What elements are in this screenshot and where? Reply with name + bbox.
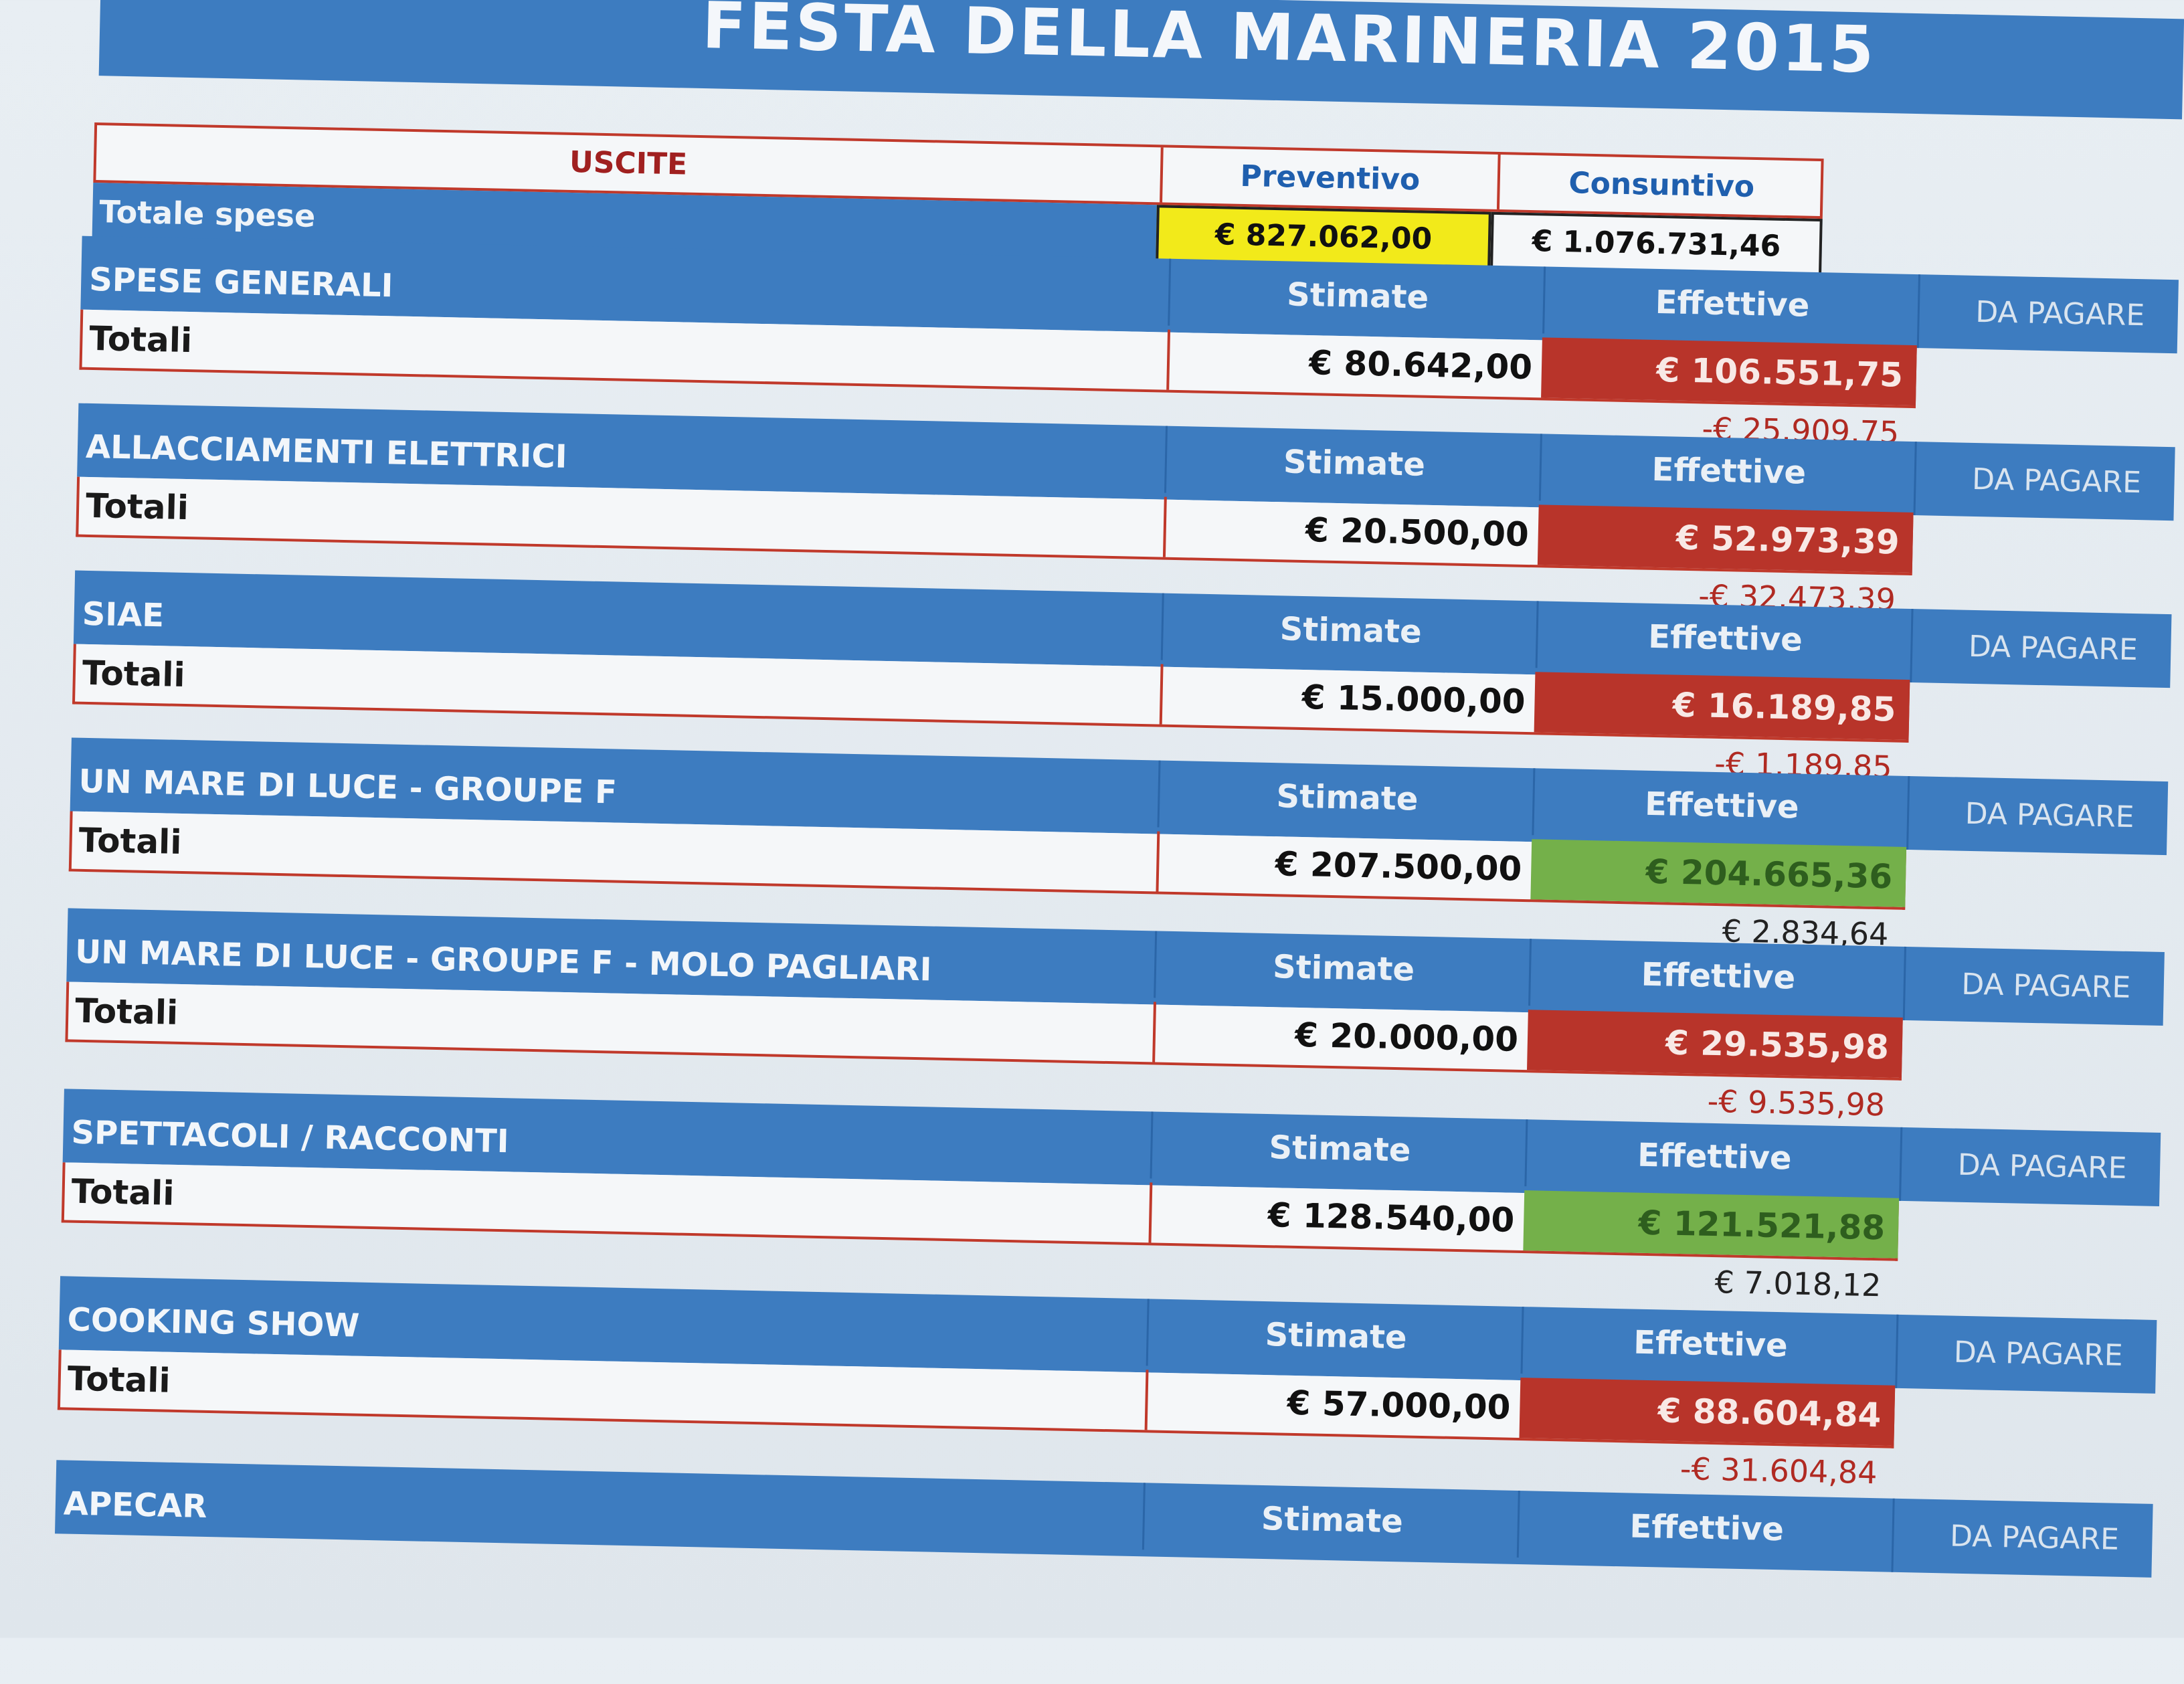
totali-label: Totali	[85, 486, 189, 528]
effettive-header: Effettive	[1516, 1491, 1895, 1566]
effettive-value: € 88.604,84	[1519, 1378, 1896, 1446]
stimate-header: Stimate	[1154, 931, 1532, 1006]
effettive-value: € 204.665,36	[1530, 839, 1907, 907]
effettive-value: € 52.973,39	[1537, 504, 1914, 573]
stimate-header: Stimate	[1168, 258, 1546, 334]
effettive-value: € 121.521,88	[1523, 1190, 1900, 1258]
da-pagare-header: DA PAGARE	[1910, 609, 2184, 688]
section-title: COOKING SHOW	[67, 1301, 360, 1345]
effettive-value: € 16.189,85	[1534, 672, 1910, 740]
da-pagare-header: DA PAGARE	[1913, 442, 2184, 521]
totali-label: Totali	[74, 991, 179, 1032]
section-title: SIAE	[82, 595, 165, 635]
section-title: UN MARE DI LUCE - GROUPE F	[78, 762, 618, 812]
page-title: FESTA DELLA MARINERIA 2015	[701, 0, 1878, 88]
stimate-value: € 20.500,00	[1162, 496, 1539, 565]
stimate-value: € 15.000,00	[1159, 664, 1536, 733]
section-title: SPESE GENERALI	[88, 260, 394, 305]
title-bar: FESTA DELLA MARINERIA 2015	[98, 0, 2184, 120]
section-title: APECAR	[63, 1485, 207, 1525]
effettive-header: Effettive	[1532, 768, 1910, 844]
difference-value: -€ 31.604,84	[1679, 1451, 1878, 1491]
totali-label: Totali	[88, 318, 193, 361]
stimate-header: Stimate	[1146, 1299, 1524, 1374]
da-pagare-header: DA PAGARE	[1906, 775, 2184, 856]
difference-value: € 7.018,12	[1714, 1264, 1882, 1304]
difference-value: -€ 9.535,98	[1707, 1083, 1886, 1123]
effettive-header: Effettive	[1542, 266, 1921, 342]
totali-label: Totali	[82, 653, 186, 695]
effettive-header: Effettive	[1528, 939, 1906, 1014]
totali-label: Totali	[67, 1359, 171, 1400]
stimate-value: € 207.500,00	[1156, 831, 1532, 900]
effettive-header: Effettive	[1524, 1119, 1903, 1194]
da-pagare-header: DA PAGARE	[1899, 1127, 2184, 1207]
section-block: COOKING SHOW Stimate Effettive DA PAGARE Tot…	[57, 1276, 2180, 1491]
stimate-value: € 57.000,00	[1144, 1370, 1521, 1438]
stimate-value: € 20.000,00	[1152, 1002, 1528, 1070]
stimate-header: Stimate	[1164, 426, 1542, 501]
da-pagare-header: DA PAGARE	[1916, 274, 2184, 354]
stimate-header: Stimate	[1142, 1483, 1520, 1558]
section-block: SPESE GENERALI Stimate Effettive DA PAGARE T…	[79, 236, 2184, 451]
stimate-header: Stimate	[1160, 593, 1539, 668]
totale-spese-label: Totale spese	[98, 193, 316, 234]
preventivo-header: Preventivo	[1160, 147, 1498, 209]
section-title: SPETTACOLI / RACCONTI	[70, 1113, 510, 1161]
effettive-value: € 106.551,75	[1541, 337, 1917, 406]
effettive-value: € 29.535,98	[1527, 1010, 1903, 1078]
section-title: UN MARE DI LUCE - GROUPE F - MOLO PAGLIA…	[74, 933, 933, 989]
stimate-value: € 80.642,00	[1166, 329, 1542, 398]
consuntivo-header: Consuntivo	[1496, 154, 1824, 217]
da-pagare-header: DA PAGARE	[1895, 1314, 2180, 1394]
section-title: ALLACCIAMENTI ELETTRICI	[85, 428, 568, 476]
effettive-header: Effettive	[1538, 434, 1917, 509]
effettive-header: Effettive	[1535, 601, 1914, 676]
effettive-header: Effettive	[1520, 1307, 1899, 1382]
totali-label: Totali	[71, 1172, 175, 1213]
stimate-value: € 128.540,00	[1148, 1182, 1525, 1251]
stimate-header: Stimate	[1150, 1111, 1528, 1187]
da-pagare-header: DA PAGARE	[1902, 946, 2184, 1026]
totali-label: Totali	[78, 820, 183, 862]
da-pagare-header: DA PAGARE	[1891, 1498, 2176, 1578]
stimate-header: Stimate	[1157, 760, 1536, 836]
